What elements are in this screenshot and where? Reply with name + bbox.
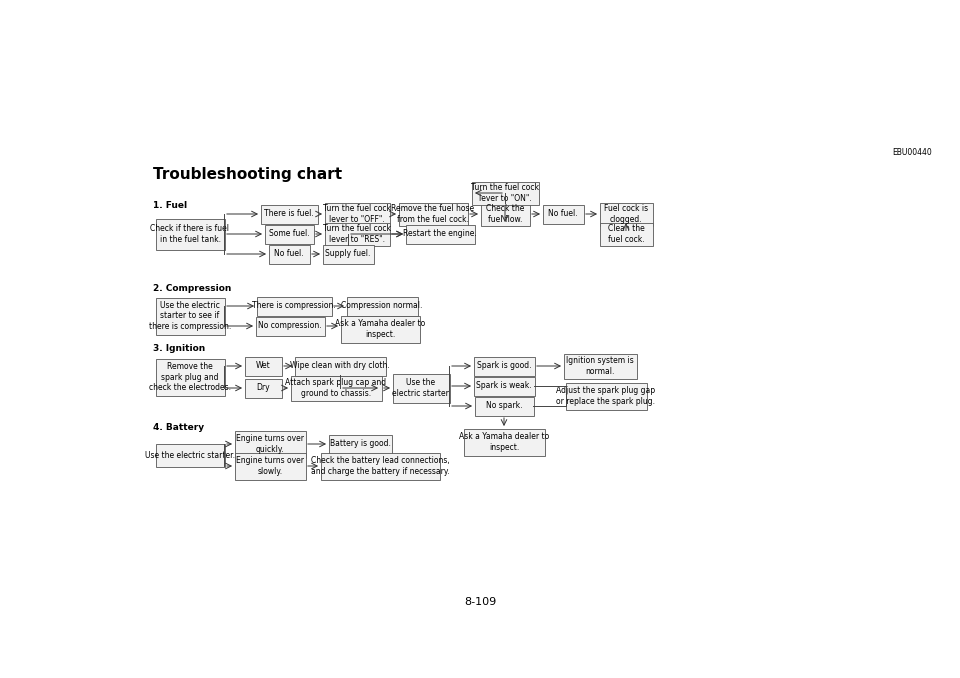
Text: 3. Ignition: 3. Ignition (153, 344, 205, 353)
FancyBboxPatch shape (245, 378, 281, 397)
FancyBboxPatch shape (324, 222, 390, 245)
Text: 8-109: 8-109 (464, 597, 496, 607)
FancyBboxPatch shape (347, 296, 418, 315)
FancyBboxPatch shape (265, 224, 314, 243)
FancyBboxPatch shape (245, 357, 281, 376)
FancyBboxPatch shape (599, 222, 653, 245)
FancyBboxPatch shape (405, 224, 474, 243)
FancyBboxPatch shape (328, 435, 392, 454)
Text: Wet: Wet (255, 361, 271, 370)
FancyBboxPatch shape (256, 296, 331, 315)
FancyBboxPatch shape (255, 317, 324, 336)
FancyBboxPatch shape (291, 376, 381, 401)
FancyBboxPatch shape (234, 452, 305, 479)
Text: Check if there is fuel
in the fuel tank.: Check if there is fuel in the fuel tank. (151, 224, 229, 243)
Text: Attach spark plug cap and
ground to chassis.: Attach spark plug cap and ground to chas… (285, 378, 387, 398)
Text: Spark is weak.: Spark is weak. (476, 382, 532, 391)
Text: Some fuel.: Some fuel. (269, 229, 309, 239)
Text: Ask a Yamaha dealer to
inspect.: Ask a Yamaha dealer to inspect. (459, 433, 549, 452)
FancyBboxPatch shape (542, 205, 584, 224)
FancyBboxPatch shape (295, 357, 386, 376)
Text: Ignition system is
normal.: Ignition system is normal. (566, 357, 634, 376)
FancyBboxPatch shape (156, 359, 225, 395)
FancyBboxPatch shape (473, 376, 535, 395)
Text: Turn the fuel cock
lever to "ON".: Turn the fuel cock lever to "ON". (471, 183, 539, 203)
Text: EBU00440: EBU00440 (892, 148, 932, 157)
FancyBboxPatch shape (564, 353, 636, 378)
FancyBboxPatch shape (599, 203, 653, 226)
Text: Use the electric starter.: Use the electric starter. (145, 450, 235, 460)
Text: Engine turns over
slowly.: Engine turns over slowly. (236, 456, 304, 476)
Text: 4. Battery: 4. Battery (153, 423, 204, 432)
Text: Use the
electric starter.: Use the electric starter. (392, 378, 450, 398)
FancyBboxPatch shape (269, 245, 309, 264)
FancyBboxPatch shape (473, 357, 535, 376)
FancyBboxPatch shape (474, 397, 534, 416)
Text: Battery is good.: Battery is good. (329, 439, 391, 449)
FancyBboxPatch shape (398, 203, 468, 226)
FancyBboxPatch shape (341, 315, 420, 342)
Text: Engine turns over
quickly.: Engine turns over quickly. (236, 435, 304, 454)
Text: Adjust the spark plug gap
or replace the spark plug.: Adjust the spark plug gap or replace the… (557, 386, 656, 405)
FancyBboxPatch shape (260, 205, 318, 224)
Text: Check the
fuel flow.: Check the fuel flow. (486, 204, 524, 224)
Text: No fuel.: No fuel. (275, 250, 303, 258)
Text: Turn the fuel cock
lever to "OFF".: Turn the fuel cock lever to "OFF". (323, 204, 391, 224)
Text: 2. Compression: 2. Compression (153, 284, 231, 293)
FancyBboxPatch shape (324, 203, 390, 226)
Text: Use the electric
starter to see if
there is compression.: Use the electric starter to see if there… (149, 301, 231, 331)
FancyBboxPatch shape (481, 203, 530, 226)
Text: No spark.: No spark. (486, 401, 522, 410)
Text: 1. Fuel: 1. Fuel (153, 201, 187, 210)
Text: Turn the fuel cock
lever to "RES".: Turn the fuel cock lever to "RES". (323, 224, 391, 243)
Text: Clean the
fuel cock.: Clean the fuel cock. (608, 224, 644, 243)
FancyBboxPatch shape (393, 374, 449, 403)
FancyBboxPatch shape (323, 245, 373, 264)
FancyBboxPatch shape (464, 428, 544, 456)
Text: Compression normal.: Compression normal. (342, 302, 422, 311)
Text: Restart the engine.: Restart the engine. (403, 229, 477, 239)
Text: No compression.: No compression. (258, 321, 322, 330)
Text: Fuel cock is
clogged.: Fuel cock is clogged. (604, 204, 648, 224)
FancyBboxPatch shape (234, 431, 305, 458)
Text: Remove the fuel hose
from the fuel cock.: Remove the fuel hose from the fuel cock. (392, 204, 474, 224)
Text: No fuel.: No fuel. (548, 210, 578, 218)
Text: Ask a Yamaha dealer to
inspect.: Ask a Yamaha dealer to inspect. (335, 319, 425, 339)
Text: There is compression.: There is compression. (252, 302, 336, 311)
FancyBboxPatch shape (156, 218, 225, 250)
Text: There is fuel.: There is fuel. (264, 210, 314, 218)
FancyBboxPatch shape (156, 298, 225, 334)
Text: Wipe clean with dry cloth.: Wipe clean with dry cloth. (290, 361, 390, 370)
Text: Troubleshooting chart: Troubleshooting chart (153, 167, 342, 182)
FancyBboxPatch shape (565, 382, 646, 410)
Text: Dry: Dry (256, 384, 270, 393)
Text: Remove the
spark plug and
check the electrodes.: Remove the spark plug and check the elec… (149, 362, 231, 392)
FancyBboxPatch shape (321, 452, 440, 479)
FancyBboxPatch shape (471, 182, 539, 205)
FancyBboxPatch shape (156, 443, 225, 466)
Text: Check the battery lead connections,
and charge the battery if necessary.: Check the battery lead connections, and … (311, 456, 449, 476)
Text: Spark is good.: Spark is good. (477, 361, 531, 370)
Text: Supply fuel.: Supply fuel. (325, 250, 371, 258)
